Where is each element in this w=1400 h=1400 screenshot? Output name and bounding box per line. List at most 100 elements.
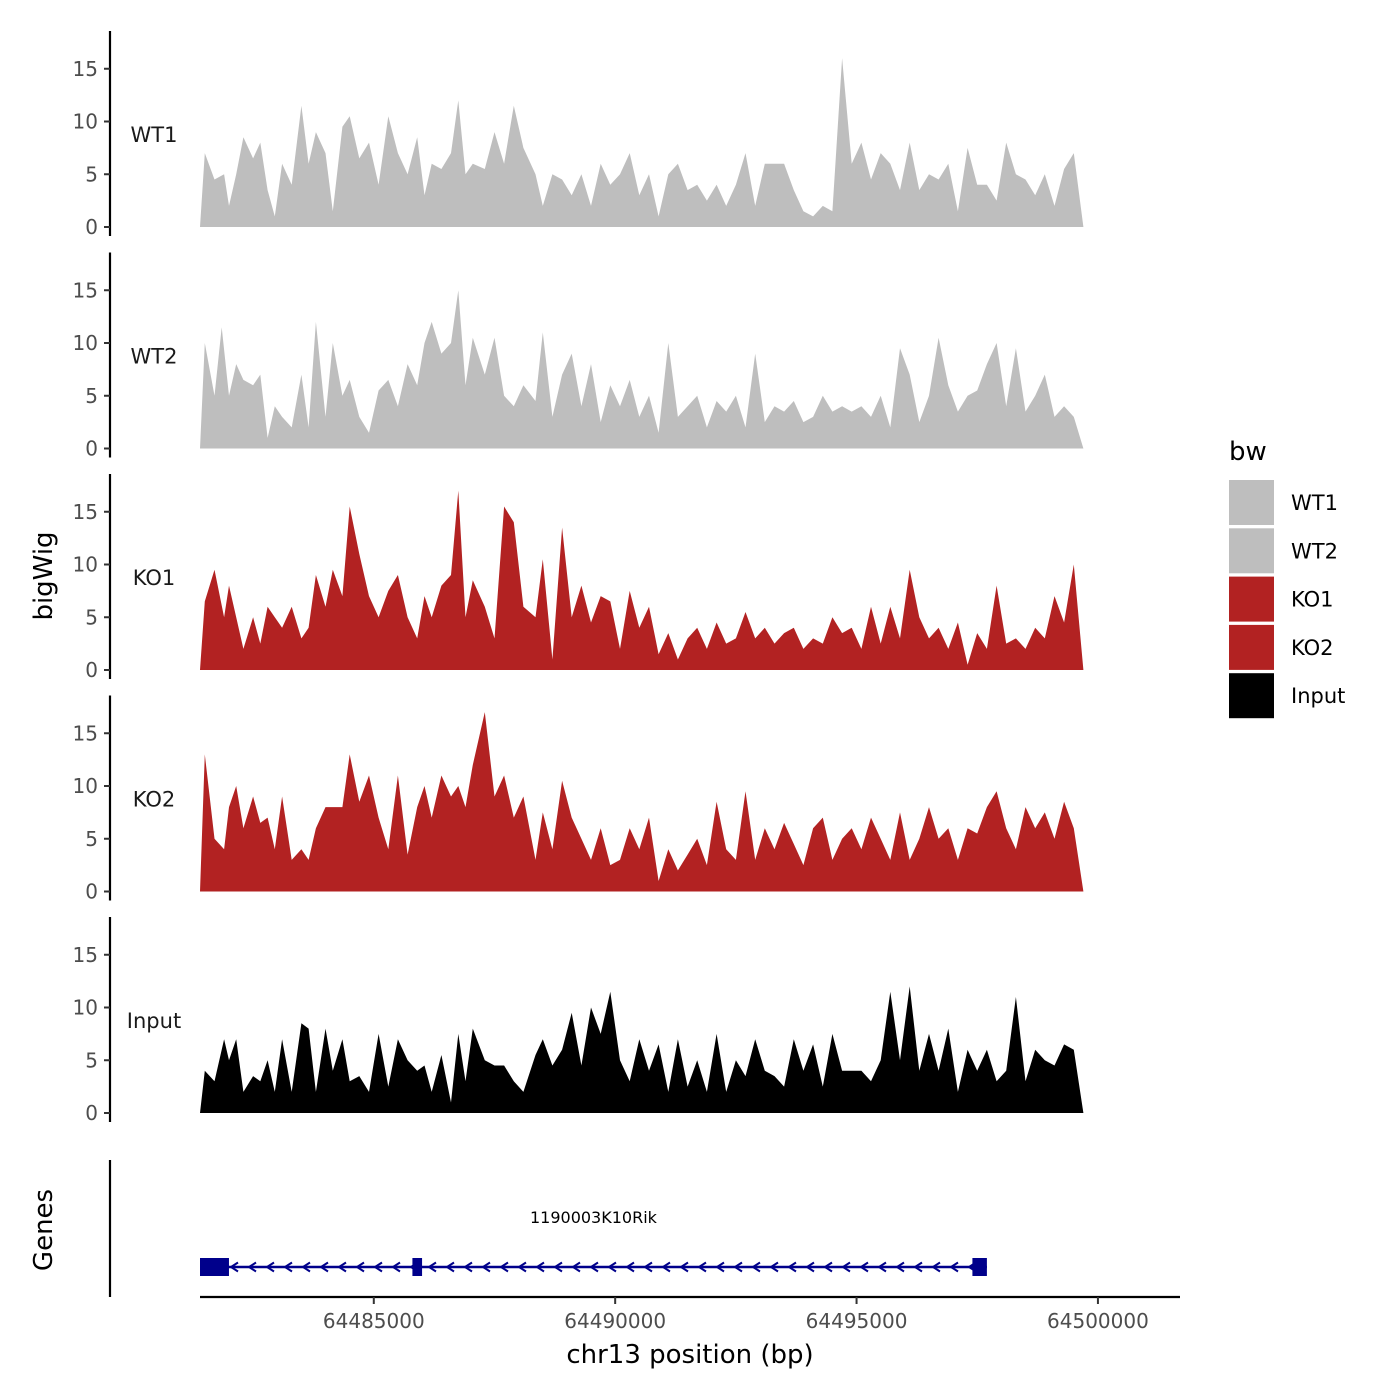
y-tick-label: 10 <box>73 331 98 355</box>
track-input: 0 5 10 15 Input <box>73 917 1084 1125</box>
strand-arrow <box>643 1261 653 1273</box>
y-tick-label: 5 <box>85 384 98 408</box>
legend-item-ko1: KO1 <box>1229 576 1334 622</box>
strand-arrow <box>481 1261 491 1273</box>
strand-arrow <box>823 1261 833 1273</box>
track-label-ko1: KO1 <box>133 566 176 590</box>
strand-arrow <box>319 1261 329 1273</box>
track-label-wt2: WT2 <box>131 345 178 369</box>
gene-exon <box>412 1258 423 1276</box>
strand-arrow <box>787 1261 797 1273</box>
track-label-ko2: KO2 <box>133 788 176 812</box>
y-tick-label: 5 <box>85 827 98 851</box>
strand-arrow <box>247 1261 257 1273</box>
coverage-area-wt1 <box>200 58 1084 228</box>
y-tick-label: 5 <box>85 162 98 186</box>
coverage-area-wt2 <box>200 290 1084 449</box>
y-tick-label: 15 <box>73 943 98 967</box>
legend-label: Input <box>1291 684 1345 708</box>
strand-arrow <box>229 1261 239 1273</box>
legend-swatch <box>1229 528 1274 574</box>
legend-swatch <box>1229 480 1274 525</box>
strand-arrow <box>841 1261 851 1273</box>
strand-arrow <box>607 1261 617 1273</box>
y-tick-label: 5 <box>85 605 98 629</box>
strand-arrow <box>859 1261 869 1273</box>
coverage-area-input <box>200 986 1084 1113</box>
track-label-input: Input <box>127 1009 181 1033</box>
strand-arrow <box>625 1261 635 1273</box>
track-label-wt1: WT1 <box>131 123 178 147</box>
strand-arrow <box>301 1261 311 1273</box>
strand-arrow <box>697 1261 707 1273</box>
strand-arrow <box>589 1261 599 1273</box>
strand-arrow <box>733 1261 743 1273</box>
legend-label: KO2 <box>1291 636 1334 660</box>
strand-arrow <box>553 1261 563 1273</box>
strand-arrow <box>337 1261 347 1273</box>
track-ko2: 0 5 10 15 KO2 <box>73 695 1084 904</box>
track-wt1: 0 5 10 15 WT1 <box>73 31 1084 239</box>
x-axis: 64485000 64490000 64495000 64500000 <box>200 1295 1180 1333</box>
strand-arrow <box>463 1261 473 1273</box>
x-tick-label: 64490000 <box>564 1309 666 1333</box>
strand-arrow <box>679 1261 689 1273</box>
strand-arrow <box>499 1261 509 1273</box>
strand-arrow <box>895 1261 905 1273</box>
strand-arrow <box>931 1261 941 1273</box>
gene-exon <box>200 1258 229 1276</box>
track-wt2: 0 5 10 15 WT2 <box>73 252 1084 461</box>
y-tick-label: 10 <box>73 774 98 798</box>
legend-label: KO1 <box>1291 588 1334 612</box>
coverage-area-ko1 <box>200 490 1084 670</box>
strand-arrow <box>535 1261 545 1273</box>
legend-title: bw <box>1229 437 1267 467</box>
x-tick-label: 64495000 <box>806 1309 908 1333</box>
y-tick-label: 0 <box>85 880 98 904</box>
legend-label: WT2 <box>1291 539 1338 563</box>
legend: bw WT1 WT2 KO1 KO2 Input <box>1229 437 1345 719</box>
legend-item-wt1: WT1 <box>1229 480 1338 525</box>
y-tick-label: 15 <box>73 278 98 302</box>
strand-arrow <box>517 1261 527 1273</box>
strand-arrow <box>913 1261 923 1273</box>
gene-exon <box>972 1258 987 1276</box>
legend-item-ko2: KO2 <box>1229 624 1334 670</box>
y-tick-label: 0 <box>85 437 98 461</box>
y-tick-label: 0 <box>85 1101 98 1125</box>
x-tick-label: 64500000 <box>1047 1309 1149 1333</box>
coverage-tracks: 0 5 10 15 WT1 0 5 10 15 WT2 0 5 10 15 KO1 0 5 10 15 KO2 0 5 10… <box>73 31 1084 1125</box>
genes-axis-title: Genes <box>29 1189 59 1271</box>
y-tick-label: 5 <box>85 1048 98 1072</box>
genes-panel: 1190003K10Rik <box>108 1160 987 1297</box>
strand-arrow <box>805 1261 815 1273</box>
x-axis-title: chr13 position (bp) <box>566 1340 813 1370</box>
strand-arrow <box>373 1261 383 1273</box>
strand-arrow <box>751 1261 761 1273</box>
strand-arrow <box>427 1261 437 1273</box>
legend-swatch <box>1229 576 1274 622</box>
x-tick-label: 64485000 <box>323 1309 425 1333</box>
y-tick-label: 10 <box>73 110 98 134</box>
strand-arrow <box>715 1261 725 1273</box>
strand-arrow <box>877 1261 887 1273</box>
y-tick-label: 0 <box>85 215 98 239</box>
track-ko1: 0 5 10 15 KO1 <box>73 474 1084 682</box>
strand-arrow <box>571 1261 581 1273</box>
legend-swatch <box>1229 673 1274 719</box>
legend-label: WT1 <box>1291 491 1338 515</box>
strand-arrow <box>355 1261 365 1273</box>
y-tick-label: 15 <box>73 500 98 524</box>
strand-arrow <box>283 1261 293 1273</box>
coverage-area-ko2 <box>200 712 1084 892</box>
gene-model: 1190003K10Rik <box>200 1208 987 1276</box>
gene-name-label: 1190003K10Rik <box>530 1208 658 1227</box>
legend-item-input: Input <box>1229 673 1345 719</box>
y-tick-label: 0 <box>85 658 98 682</box>
strand-arrow <box>391 1261 401 1273</box>
strand-arrow <box>949 1261 959 1273</box>
legend-item-wt2: WT2 <box>1229 528 1338 574</box>
y-tick-label: 10 <box>73 996 98 1020</box>
y-tick-label: 15 <box>73 57 98 81</box>
